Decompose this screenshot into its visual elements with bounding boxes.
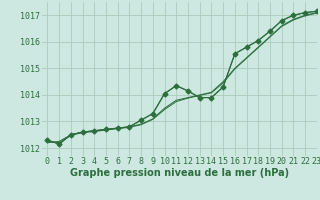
X-axis label: Graphe pression niveau de la mer (hPa): Graphe pression niveau de la mer (hPa): [70, 168, 289, 178]
